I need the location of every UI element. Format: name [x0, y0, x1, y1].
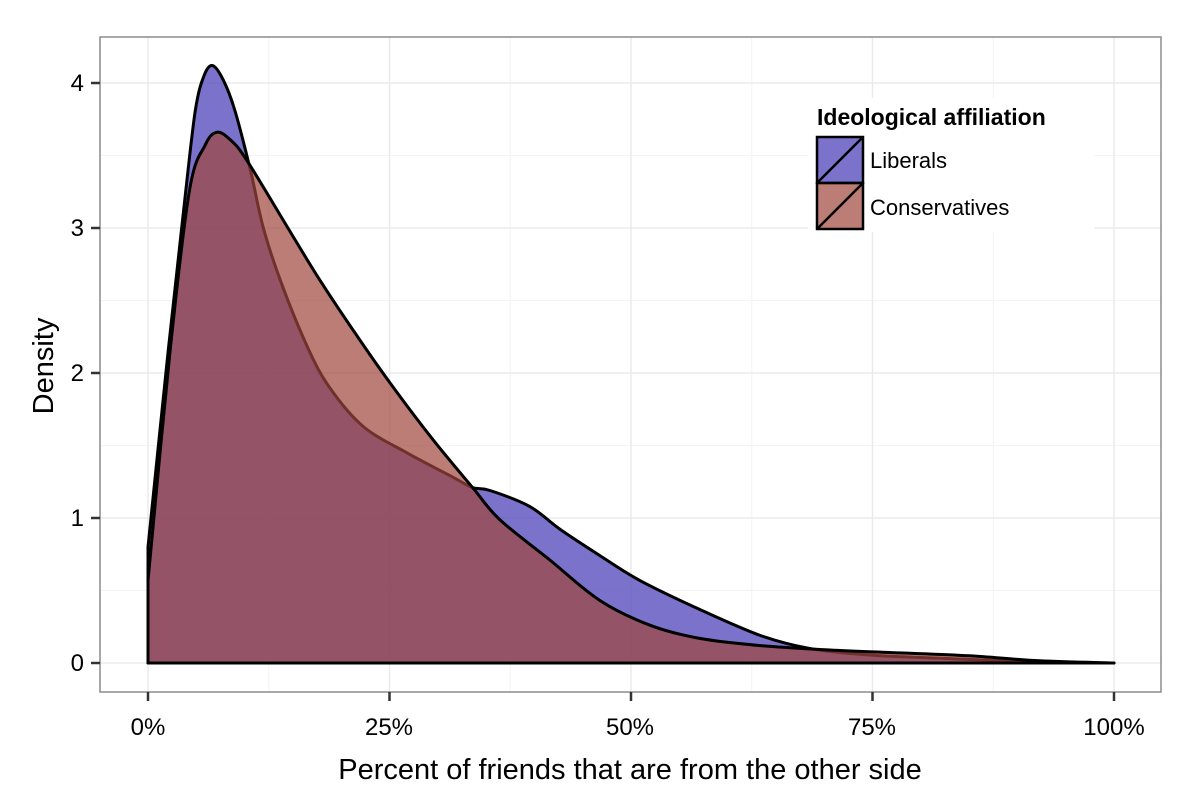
y-tick-label: 2 — [71, 360, 84, 387]
legend-item-liberals: Liberals — [815, 135, 947, 185]
x-tick-label: 25% — [365, 714, 413, 741]
legend-title: Ideological affiliation — [817, 104, 1046, 130]
x-tick-label: 50% — [606, 714, 654, 741]
x-axis — [146, 692, 1116, 701]
legend-diagonal-icon — [816, 182, 864, 230]
legend-label-conservatives: Conservatives — [870, 195, 1009, 220]
y-tick-label: 1 — [71, 505, 84, 532]
legend-label-liberals: Liberals — [870, 148, 947, 173]
y-tick-label: 3 — [71, 215, 84, 242]
conservatives-density-area — [146, 130, 1116, 665]
x-tick-label: 0% — [131, 714, 166, 741]
legend-diagonal-icon — [816, 136, 864, 184]
y-tick-label: 0 — [71, 650, 84, 677]
y-tick-label: 4 — [71, 70, 84, 97]
legend: Ideological affiliation Liberals Conserv… — [808, 98, 1094, 232]
y-axis — [91, 81, 100, 665]
x-tick-label: 75% — [848, 714, 896, 741]
x-tick-label: 100% — [1083, 714, 1144, 741]
y-axis-title: Density — [28, 317, 60, 414]
legend-item-conservatives: Conservatives — [815, 181, 1009, 231]
x-axis-title: Percent of friends that are from the oth… — [338, 754, 922, 786]
